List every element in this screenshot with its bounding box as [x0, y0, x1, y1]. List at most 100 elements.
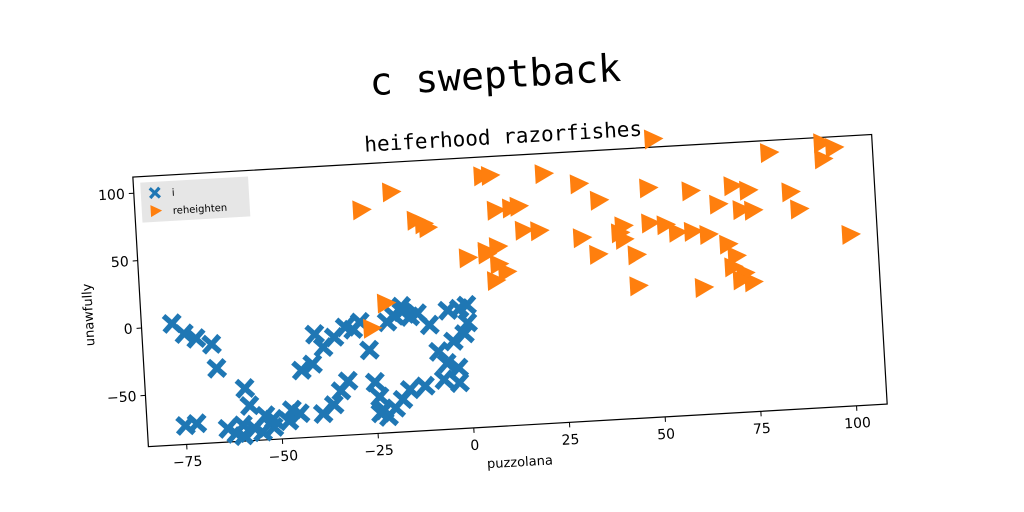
legend-marker [148, 186, 162, 200]
triangle-marker [641, 213, 661, 234]
triangle-marker [486, 271, 507, 292]
y-tick-label: 0 [123, 322, 133, 338]
legend: i reheighten [140, 176, 251, 223]
x-ticks: −75 −50 −25 0 25 50 75 100 [173, 405, 872, 472]
y-tick-label: 100 [98, 187, 126, 205]
x-marker [359, 339, 380, 361]
figure-title: c sweptback [368, 46, 622, 104]
x-marker [304, 323, 326, 345]
triangle-marker [759, 143, 780, 164]
triangle-marker [589, 190, 610, 211]
x-marker [291, 359, 312, 381]
y-tick-label: 50 [110, 254, 129, 271]
x-marker [175, 415, 196, 436]
x-marker [364, 371, 386, 393]
triangle-marker [744, 200, 764, 221]
triangle-marker [719, 234, 739, 255]
legend-label: reheighten [173, 203, 228, 217]
triangle-marker [480, 165, 501, 186]
x-marker [454, 323, 475, 345]
legend-label: i [172, 188, 175, 199]
triangle-marker [699, 225, 719, 245]
x-marker [448, 357, 470, 379]
legend-box [140, 176, 251, 223]
triangle-marker [841, 224, 861, 245]
x-marker [312, 403, 334, 424]
triangle-marker [589, 244, 609, 265]
triangle-marker [534, 164, 555, 185]
triangle-marker [569, 174, 590, 195]
x-tick-label: −25 [364, 443, 394, 461]
triangle-marker [629, 276, 649, 297]
x-marker [419, 314, 440, 336]
x-marker [370, 402, 392, 424]
x-marker [239, 395, 261, 416]
triangle-marker [376, 293, 397, 314]
triangle-marker [668, 222, 689, 243]
triangle-marker [709, 194, 729, 215]
x-tick-label: −75 [173, 454, 203, 472]
x-axis-label: puzzolana [487, 453, 554, 472]
triangle-marker [627, 245, 648, 266]
x-marker [217, 418, 239, 439]
triangle-marker [477, 244, 498, 265]
x-marker [289, 403, 311, 424]
triangle-marker [683, 221, 704, 242]
triangle-marker [681, 181, 702, 202]
triangle-marker [418, 218, 439, 239]
triangle-marker [352, 200, 372, 221]
x-tick-label: 100 [844, 415, 872, 433]
x-marker [428, 341, 449, 362]
triangle-marker [744, 272, 764, 293]
triangle-marker [615, 229, 635, 250]
triangle-marker [530, 221, 550, 242]
triangle-marker [639, 178, 659, 199]
triangle-marker [723, 176, 743, 197]
y-tick-label: −50 [107, 389, 137, 407]
triangle-marker [814, 149, 834, 170]
x-marker [369, 386, 391, 408]
triangle-marker [790, 199, 810, 220]
x-marker [436, 352, 458, 374]
triangle-marker [813, 133, 833, 154]
x-marker [433, 369, 455, 390]
x-marker [173, 323, 195, 345]
x-marker [185, 328, 207, 349]
triangle-marker [732, 200, 753, 221]
triangle-marker [656, 215, 677, 236]
x-marker [302, 353, 323, 375]
x-tick-label: 75 [753, 421, 772, 438]
x-marker [449, 372, 470, 394]
x-marker [456, 294, 478, 316]
x-marker [437, 300, 459, 321]
triangle-marker [381, 182, 402, 203]
triangle-marker [724, 257, 744, 278]
x-tick-label: 50 [657, 426, 676, 443]
triangle-marker [514, 220, 535, 241]
x-marker [201, 333, 222, 355]
triangle-marker [458, 248, 479, 269]
triangle-marker [732, 270, 753, 291]
x-marker [234, 378, 256, 399]
x-marker [414, 375, 436, 397]
axes: heiferhood razorfishes −75 −50 −25 0 25 50 75 1… [80, 117, 888, 472]
triangle-marker [362, 318, 383, 339]
triangle-marker [572, 228, 593, 249]
x-tick-label: 25 [561, 432, 580, 449]
legend-marker [150, 205, 163, 218]
triangle-marker [486, 200, 507, 221]
triangle-marker [781, 182, 801, 203]
triangle-marker [824, 137, 845, 158]
data-points [161, 129, 861, 447]
triangle-marker [739, 180, 759, 201]
x-marker [330, 380, 352, 402]
y-ticks: −50 0 50 100 [98, 187, 146, 407]
x-marker [443, 330, 464, 352]
triangle-marker [643, 129, 664, 150]
triangle-marker [694, 278, 715, 298]
triangle-marker [497, 262, 518, 283]
y-axis-label: unawfully [80, 283, 99, 347]
x-marker [206, 358, 228, 379]
x-tick-label: 0 [470, 438, 480, 454]
